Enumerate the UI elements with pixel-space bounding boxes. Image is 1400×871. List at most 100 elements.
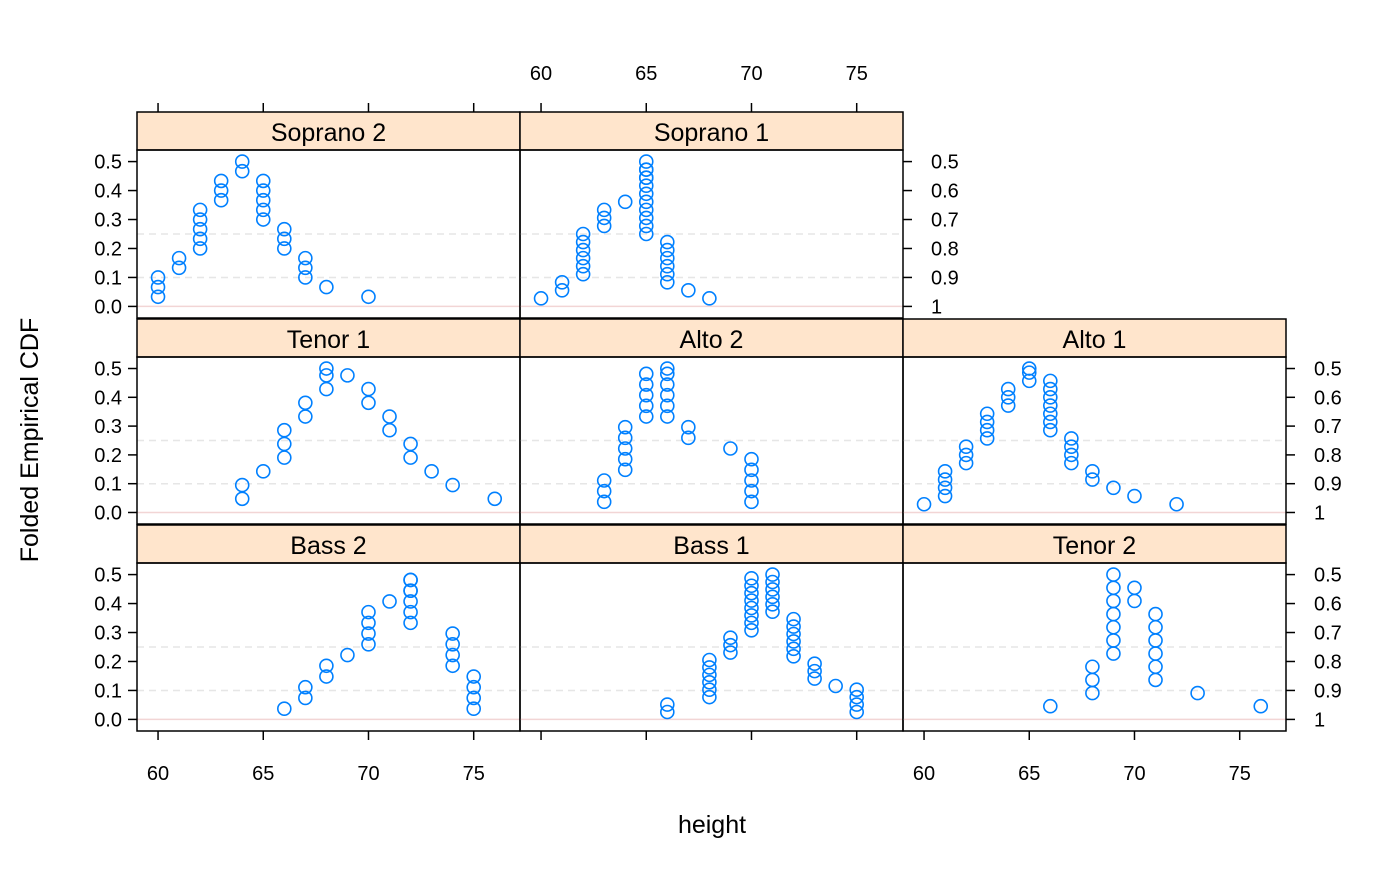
data-point-bass-1 (744, 593, 759, 608)
data-point-bass-1 (807, 671, 822, 686)
data-point-tenor-1 (382, 409, 397, 424)
y-tick-label-left: 0.3 (94, 416, 122, 438)
data-point-bass-1 (702, 689, 717, 705)
data-point-soprano-1 (596, 202, 612, 218)
data-point-soprano-2 (150, 279, 166, 295)
data-point-soprano-1 (638, 202, 654, 218)
data-point-alto-2 (744, 483, 759, 499)
data-point-alto-1 (979, 431, 995, 446)
data-point-alto-1 (958, 455, 974, 471)
data-point-soprano-1 (596, 210, 612, 226)
data-point-alto-2 (638, 366, 654, 382)
data-point-alto-1 (1169, 496, 1184, 512)
data-point-alto-2 (596, 483, 612, 499)
data-point-tenor-2 (1106, 567, 1121, 582)
data-point-bass-2 (319, 658, 334, 674)
data-point-tenor-1 (319, 368, 334, 383)
data-point-soprano-1 (575, 250, 591, 266)
data-point-bass-1 (744, 578, 759, 594)
data-point-bass-2 (466, 669, 482, 684)
data-point-bass-1 (702, 674, 717, 690)
data-point-soprano-2 (277, 231, 292, 247)
data-point-soprano-1 (660, 234, 675, 250)
data-point-soprano-1 (638, 162, 654, 177)
data-point-alto-1 (1021, 365, 1037, 380)
data-point-bass-1 (786, 611, 801, 627)
data-point-alto-1 (937, 480, 953, 496)
y-tick-label-left: 0.5 (94, 152, 122, 174)
data-point-tenor-1 (234, 491, 250, 507)
y-tick-label-left: 0.2 (94, 238, 122, 260)
data-point-soprano-2 (298, 260, 313, 276)
data-point-tenor-1 (403, 450, 418, 465)
y-tick-label-left: 0.5 (94, 359, 122, 381)
y-tick-label-right: 0.7 (1314, 623, 1342, 645)
data-point-soprano-2 (171, 250, 187, 266)
data-point-tenor-1 (403, 436, 418, 452)
data-point-soprano-1 (660, 266, 675, 282)
data-point-soprano-1 (638, 226, 654, 242)
data-point-tenor-2 (1106, 606, 1121, 622)
data-point-soprano-2 (298, 270, 313, 285)
data-point-soprano-1 (596, 218, 612, 234)
data-point-bass-1 (702, 667, 717, 683)
data-point-alto-2 (744, 494, 759, 510)
y-tick-label-left: 0.3 (94, 623, 122, 645)
data-point-bass-1 (849, 697, 865, 712)
data-point-alto-2 (660, 361, 675, 376)
data-point-soprano-2 (255, 212, 271, 227)
data-point-soprano-2 (192, 221, 208, 237)
data-point-tenor-2 (1148, 606, 1163, 622)
data-point-bass-1 (744, 600, 759, 616)
data-point-bass-1 (765, 597, 780, 612)
y-tick-label-left: 0.1 (94, 680, 122, 702)
data-point-alto-1 (1021, 361, 1037, 376)
data-point-bass-2 (382, 594, 397, 609)
data-point-tenor-1 (277, 422, 292, 438)
x-tick-label: 70 (1123, 763, 1145, 785)
strip-tenor-1 (136, 318, 521, 358)
y-axis-label: Folded Empirical CDF (16, 318, 44, 563)
data-point-bass-2 (403, 615, 418, 631)
data-point-soprano-1 (660, 274, 675, 290)
data-point-soprano-2 (192, 241, 208, 256)
data-point-bass-2 (466, 690, 482, 706)
y-tick-label-right: 0.9 (931, 267, 959, 289)
data-point-tenor-1 (277, 436, 292, 452)
x-tick-label: 60 (913, 763, 935, 785)
data-point-bass-1 (744, 570, 759, 586)
data-point-soprano-1 (575, 226, 591, 242)
data-point-soprano-1 (638, 178, 654, 194)
data-point-bass-1 (744, 615, 759, 631)
data-point-bass-2 (403, 604, 418, 620)
data-point-tenor-2 (1127, 580, 1142, 596)
data-point-soprano-2 (319, 279, 334, 295)
data-point-bass-1 (744, 585, 759, 601)
data-point-soprano-1 (660, 250, 675, 266)
strip-label-soprano-2: Soprano 2 (271, 119, 386, 147)
data-point-bass-2 (361, 626, 376, 641)
data-point-alto-1 (1106, 480, 1121, 496)
data-point-alto-1 (1000, 398, 1016, 413)
data-point-tenor-2 (1148, 659, 1163, 675)
strip-alto-1 (902, 318, 1287, 358)
data-point-alto-2 (681, 419, 696, 435)
data-point-tenor-2 (1148, 619, 1163, 635)
data-point-tenor-2 (1148, 672, 1163, 688)
y-tick-label-right: 0.8 (931, 238, 959, 260)
data-point-bass-1 (786, 634, 801, 649)
data-point-bass-1 (702, 652, 717, 668)
data-point-tenor-2 (1085, 672, 1100, 688)
data-point-bass-1 (849, 689, 865, 705)
data-point-bass-1 (786, 626, 801, 642)
data-point-bass-1 (849, 704, 865, 720)
data-point-tenor-1 (340, 368, 355, 383)
data-point-bass-2 (298, 690, 313, 706)
strip-soprano-2 (136, 111, 521, 151)
data-point-bass-1 (807, 656, 822, 672)
data-point-alto-2 (617, 430, 633, 446)
y-tick-label-left: 0.4 (94, 594, 122, 616)
data-point-alto-2 (660, 398, 675, 414)
data-point-soprano-1 (702, 291, 717, 306)
